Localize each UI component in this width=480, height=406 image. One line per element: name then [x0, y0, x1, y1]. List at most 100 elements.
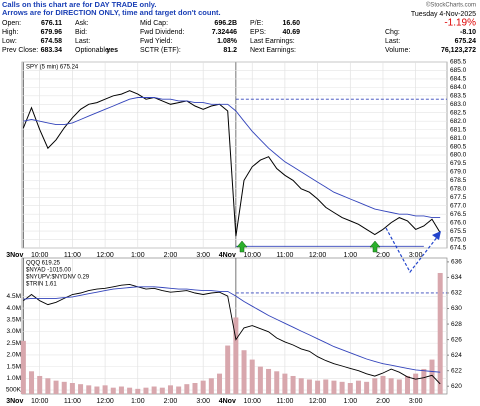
- x-tick-label: 11:00: [64, 252, 81, 259]
- field-label: Last:: [75, 38, 90, 45]
- y2-tick-label: 626: [451, 336, 462, 343]
- volume-bar: [290, 375, 296, 394]
- volume-bar: [208, 378, 214, 394]
- annotations: [236, 227, 441, 274]
- volume-bar: [61, 381, 67, 394]
- volume-bar: [274, 371, 280, 394]
- y-tick-label: 681.5: [450, 126, 467, 133]
- y-tick-label: 685.0: [450, 67, 467, 74]
- field-value: 1.08%: [217, 38, 238, 45]
- volume-bar: [282, 373, 288, 394]
- legend-entry: $TRIN 1.61: [26, 282, 57, 288]
- y-tick-label: 682.5: [450, 109, 467, 116]
- price-line: [23, 283, 441, 385]
- y2-tick-label: 628: [451, 321, 462, 328]
- volume-bar: [413, 373, 419, 394]
- volume-bar: [167, 385, 173, 394]
- volume-bar: [323, 379, 329, 394]
- field-value: 674.58: [41, 38, 63, 45]
- x-tick-label: 2:00: [376, 252, 390, 259]
- stat-label: Volume:: [385, 47, 410, 54]
- field-label: P/E:: [250, 20, 263, 27]
- field-label: SCTR (ETF):: [140, 47, 181, 54]
- field-value: 676.11: [41, 20, 62, 27]
- y-tick-label: 4.0M: [7, 305, 21, 312]
- y2-tick-label: 632: [451, 290, 462, 297]
- y-tick-label: 679.5: [450, 160, 467, 167]
- price-line: [22, 90, 441, 237]
- field-value: 16.60: [282, 20, 300, 27]
- y-tick-label: 684.0: [450, 84, 467, 91]
- volume-bar: [372, 378, 378, 394]
- note: Calls on this chart are for DAY TRADE on…: [2, 0, 156, 9]
- volume-bar: [118, 386, 124, 394]
- x-tick-label: 1:00: [343, 398, 357, 405]
- x-tick-label: 4Nov: [219, 398, 236, 405]
- y2-tick-label: 636: [451, 259, 462, 266]
- x-tick-label: 2:00: [164, 252, 178, 259]
- field-label: Low:: [2, 38, 17, 45]
- y-tick-label: 3.5M: [7, 317, 21, 324]
- y-tick-label: 677.5: [450, 194, 467, 201]
- y-tick-label: 2.0M: [7, 352, 21, 359]
- y-tick-label: 679.0: [450, 169, 467, 176]
- x-tick-label: 4Nov: [219, 252, 236, 259]
- y-tick-label: 683.5: [450, 93, 467, 100]
- y-tick-label: 675.5: [450, 228, 467, 235]
- y-tick-label: 681.0: [450, 135, 467, 142]
- volume-bar: [200, 380, 206, 394]
- x-tick-label: 10:00: [31, 252, 49, 259]
- x-tick-label: 2:00: [164, 398, 178, 405]
- y2-tick-label: 622: [451, 367, 462, 374]
- volume-bar: [94, 386, 100, 394]
- field-label: Next Earnings:: [250, 47, 296, 54]
- field-label: Prev Close:: [2, 47, 38, 54]
- x-tick-label: 3:00: [196, 252, 210, 259]
- green-arrow: [369, 240, 381, 253]
- x-tick-label: 11:00: [276, 398, 293, 405]
- y-tick-label: 678.0: [450, 186, 467, 193]
- x-tick-label: 11:00: [64, 398, 81, 405]
- x-tick-label: 1:00: [131, 252, 145, 259]
- volume-bar: [20, 340, 26, 394]
- volume-bar: [192, 382, 198, 394]
- legend-entry: $NYUPV:$NYDNV 0.29: [26, 275, 90, 281]
- x-tick-label: 3:00: [196, 398, 210, 405]
- field-label: Mid Cap:: [140, 20, 168, 27]
- field-value: yes: [106, 47, 118, 54]
- volume-bar: [396, 379, 402, 394]
- x-tick-label: 2:00: [376, 398, 390, 405]
- legend-entry: $NYAD -1015.00: [26, 268, 72, 274]
- y-tick-label: 676.5: [450, 211, 467, 218]
- volume-bar: [266, 368, 272, 394]
- volume-bar: [110, 387, 116, 394]
- x-tick-label: 10:00: [31, 398, 49, 405]
- field-value: 696.2B: [214, 20, 237, 27]
- volume-bar: [257, 366, 263, 394]
- y2-tick-label: 624: [451, 352, 462, 359]
- y2-tick-label: 620: [451, 383, 462, 390]
- x-tick-label: 10:00: [243, 398, 261, 405]
- volume-bar: [241, 350, 247, 394]
- y-tick-label: 677.0: [450, 202, 467, 209]
- y2-tick-label: 634: [451, 274, 462, 281]
- x-tick-label: 12:00: [309, 252, 327, 259]
- y-tick-label: 685.5: [450, 59, 467, 66]
- volume-bar: [388, 378, 394, 394]
- volume-bar: [176, 386, 182, 394]
- direction-arrow: [385, 227, 439, 274]
- field-label: Optionable:: [75, 47, 111, 54]
- y-tick-label: 680.0: [450, 152, 467, 159]
- change-pct: -1.19%: [444, 18, 476, 29]
- volume-bar: [86, 385, 92, 394]
- volume-bar: [315, 380, 321, 394]
- note: Arrows are for DIRECTION ONLY, time and …: [2, 8, 221, 17]
- y-tick-label: 684.5: [450, 76, 467, 83]
- field-label: High:: [2, 29, 18, 36]
- x-tick-label: 3:00: [409, 252, 423, 259]
- date: Tuesday 4-Nov-2025: [411, 11, 476, 18]
- y-tick-label: 4.5M: [7, 293, 21, 300]
- volume-bar: [69, 382, 75, 394]
- y-tick-label: 680.5: [450, 143, 467, 150]
- volume-bar: [135, 388, 141, 394]
